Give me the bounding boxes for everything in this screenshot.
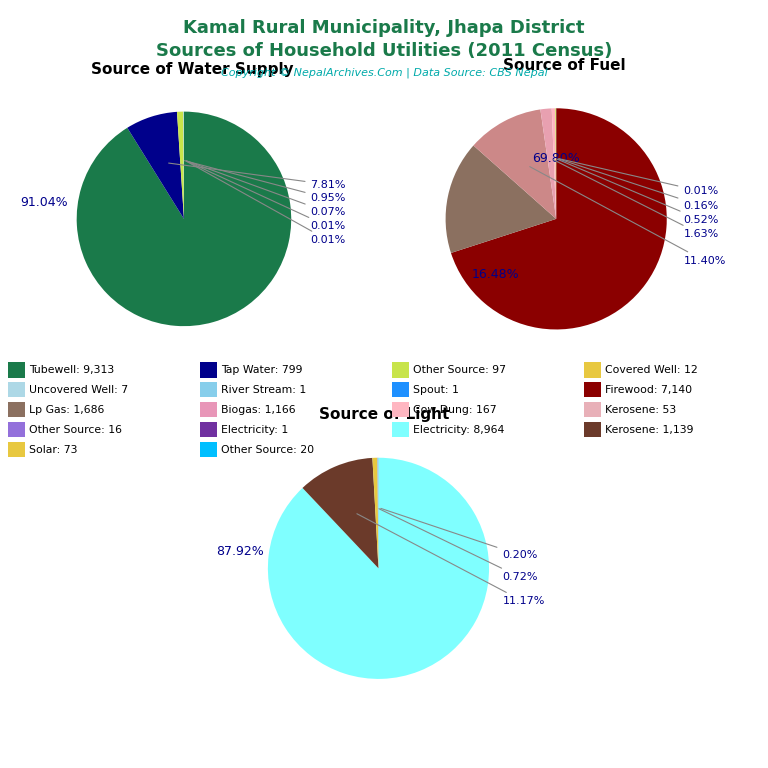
FancyBboxPatch shape: [200, 402, 217, 417]
Text: 0.01%: 0.01%: [559, 159, 719, 197]
FancyBboxPatch shape: [584, 382, 601, 398]
Text: 7.81%: 7.81%: [169, 163, 346, 190]
Wedge shape: [473, 109, 556, 219]
FancyBboxPatch shape: [584, 422, 601, 437]
Text: 0.01%: 0.01%: [187, 161, 346, 245]
Text: Cow Dung: 167: Cow Dung: 167: [413, 405, 497, 415]
Text: 0.07%: 0.07%: [187, 161, 346, 217]
FancyBboxPatch shape: [584, 402, 601, 417]
Text: 0.20%: 0.20%: [381, 508, 538, 560]
FancyBboxPatch shape: [392, 382, 409, 398]
Text: 69.80%: 69.80%: [532, 151, 580, 164]
FancyBboxPatch shape: [392, 402, 409, 417]
FancyBboxPatch shape: [200, 382, 217, 398]
Text: Solar: 73: Solar: 73: [29, 445, 78, 455]
Title: Source of Fuel: Source of Fuel: [503, 58, 626, 72]
Text: Kerosene: 53: Kerosene: 53: [605, 405, 677, 415]
FancyBboxPatch shape: [8, 362, 25, 378]
FancyBboxPatch shape: [8, 442, 25, 457]
Text: Kerosene: 1,139: Kerosene: 1,139: [605, 425, 694, 435]
Text: Electricity: 8,964: Electricity: 8,964: [413, 425, 505, 435]
Wedge shape: [303, 458, 379, 568]
Wedge shape: [77, 111, 291, 326]
FancyBboxPatch shape: [8, 382, 25, 398]
Wedge shape: [555, 108, 556, 219]
Title: Source of Water Supply: Source of Water Supply: [91, 61, 293, 77]
FancyBboxPatch shape: [8, 422, 25, 437]
Wedge shape: [551, 108, 556, 219]
Text: 0.95%: 0.95%: [184, 161, 346, 204]
Text: 0.16%: 0.16%: [558, 159, 719, 210]
Wedge shape: [377, 458, 379, 568]
Text: Tap Water: 799: Tap Water: 799: [221, 365, 303, 375]
Text: 91.04%: 91.04%: [21, 197, 68, 210]
Text: River Stream: 1: River Stream: 1: [221, 385, 306, 395]
Text: 0.72%: 0.72%: [379, 508, 538, 582]
Text: Other Source: 20: Other Source: 20: [221, 445, 314, 455]
Text: Tubewell: 9,313: Tubewell: 9,313: [29, 365, 114, 375]
Text: Spout: 1: Spout: 1: [413, 385, 459, 395]
FancyBboxPatch shape: [584, 362, 601, 378]
Text: 0.01%: 0.01%: [187, 161, 346, 231]
Text: 1.63%: 1.63%: [553, 160, 719, 240]
Text: 16.48%: 16.48%: [472, 268, 519, 280]
FancyBboxPatch shape: [392, 362, 409, 378]
FancyBboxPatch shape: [200, 422, 217, 437]
Text: Lp Gas: 1,686: Lp Gas: 1,686: [29, 405, 104, 415]
Wedge shape: [451, 108, 667, 329]
Wedge shape: [127, 112, 184, 219]
FancyBboxPatch shape: [8, 402, 25, 417]
Text: Other Source: 16: Other Source: 16: [29, 425, 122, 435]
Text: Firewood: 7,140: Firewood: 7,140: [605, 385, 692, 395]
Text: Covered Well: 12: Covered Well: 12: [605, 365, 698, 375]
Wedge shape: [372, 458, 379, 568]
Text: Electricity: 1: Electricity: 1: [221, 425, 289, 435]
FancyBboxPatch shape: [392, 422, 409, 437]
Text: Sources of Household Utilities (2011 Census): Sources of Household Utilities (2011 Cen…: [156, 42, 612, 60]
Text: 87.92%: 87.92%: [217, 545, 264, 558]
Wedge shape: [177, 111, 184, 219]
Text: 11.40%: 11.40%: [530, 167, 726, 266]
Wedge shape: [268, 458, 489, 679]
Text: 0.52%: 0.52%: [558, 159, 719, 225]
Text: Other Source: 97: Other Source: 97: [413, 365, 506, 375]
FancyBboxPatch shape: [200, 362, 217, 378]
FancyBboxPatch shape: [200, 442, 217, 457]
Text: Copyright © NepalArchives.Com | Data Source: CBS Nepal: Copyright © NepalArchives.Com | Data Sou…: [220, 68, 548, 78]
Text: Biogas: 1,166: Biogas: 1,166: [221, 405, 296, 415]
Wedge shape: [541, 108, 556, 219]
Text: Uncovered Well: 7: Uncovered Well: 7: [29, 385, 128, 395]
Wedge shape: [445, 145, 556, 253]
Title: Source of Light: Source of Light: [319, 407, 449, 422]
Text: 11.17%: 11.17%: [357, 514, 545, 607]
Text: Kamal Rural Municipality, Jhapa District: Kamal Rural Municipality, Jhapa District: [184, 19, 584, 37]
